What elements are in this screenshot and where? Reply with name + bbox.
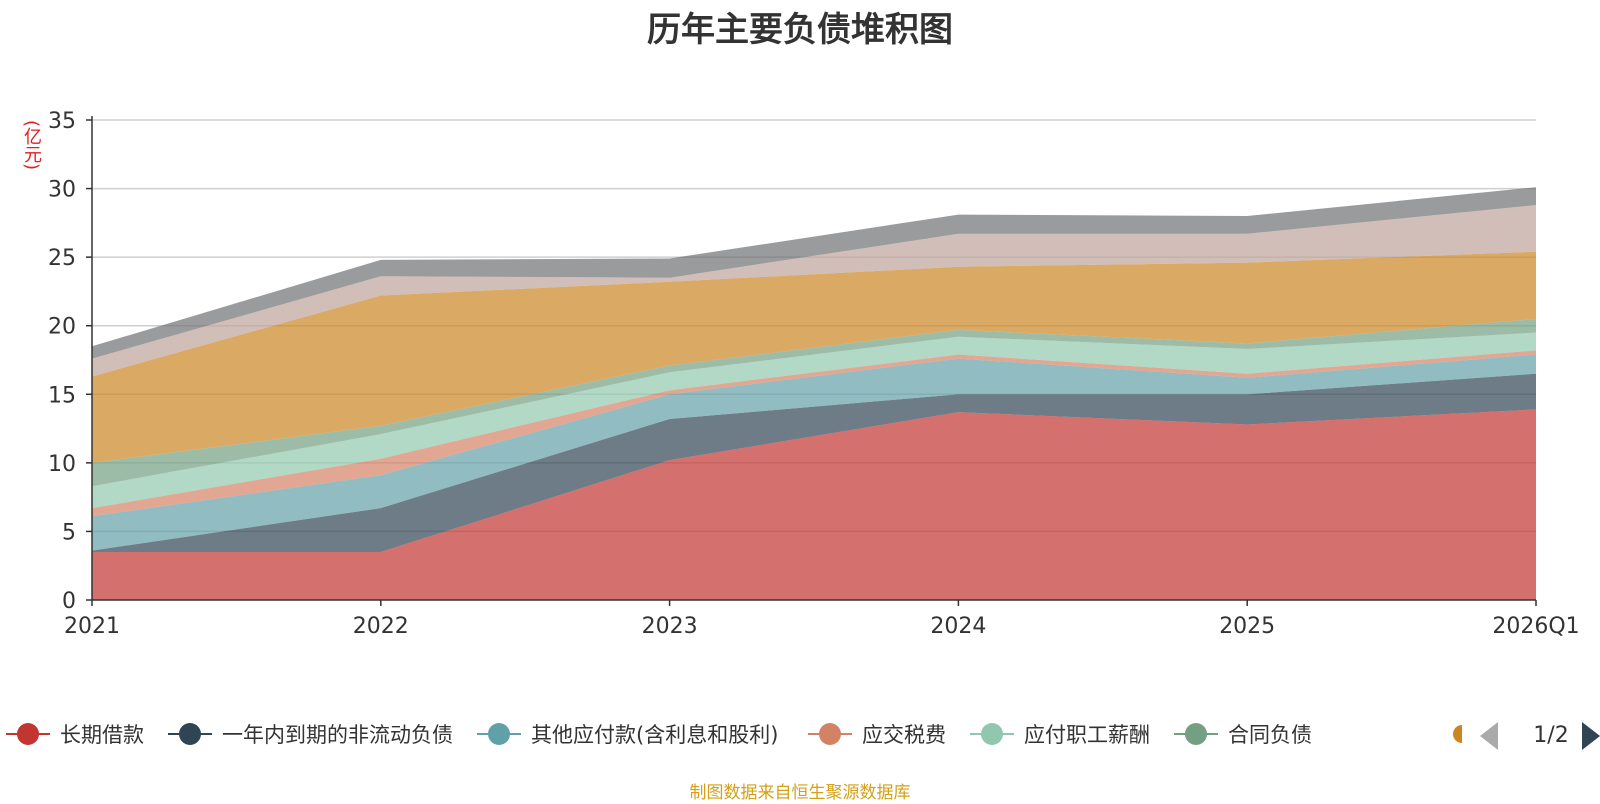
legend-item[interactable]: 长期借款 (60, 723, 144, 747)
area-一年内到期的非流动负债[interactable] (92, 373, 1536, 552)
y-tick-label: 5 (62, 520, 76, 545)
data-source-note: 制图数据来自恒生聚源数据库 (689, 783, 911, 803)
area-其他应付款(含利息和股利)[interactable] (92, 354, 1536, 551)
legend-page-indicator: 1/2 (1533, 723, 1568, 748)
legend-marker[interactable] (488, 723, 510, 745)
y-tick-label: 35 (48, 109, 76, 134)
x-tick-label: 2025 (1219, 614, 1275, 639)
legend-item[interactable]: 一年内到期的非流动负债 (222, 723, 453, 747)
area-其他负债[interactable] (92, 205, 1536, 377)
y-tick-label: 25 (48, 246, 76, 271)
y-tick-label: 0 (62, 589, 76, 614)
legend-item[interactable]: 合同负债 (1228, 723, 1312, 747)
y-tick-label: 20 (48, 315, 76, 340)
legend-next-page-icon[interactable] (1582, 722, 1600, 750)
area-长期借款[interactable] (92, 409, 1536, 600)
y-tick-label: 10 (48, 452, 76, 477)
area-合同负债[interactable] (92, 318, 1536, 487)
x-tick-label: 2021 (64, 614, 120, 639)
legend-marker[interactable] (1185, 723, 1207, 745)
area-应付职工薪酬[interactable] (92, 332, 1536, 509)
chart-title: 历年主要负债堆积图 (647, 10, 953, 50)
area-其他[interactable] (92, 187, 1536, 359)
legend-item[interactable]: 应付职工薪酬 (1024, 723, 1150, 747)
legend-item[interactable]: 应交税费 (862, 723, 946, 747)
legend-marker[interactable] (981, 723, 1003, 745)
y-tick-label: 15 (48, 383, 76, 408)
legend-marker[interactable] (17, 723, 39, 745)
legend-prev-page-icon[interactable] (1480, 722, 1498, 750)
x-tick-label: 2023 (642, 614, 698, 639)
legend-marker[interactable] (179, 723, 201, 745)
x-tick-label: 2026Q1 (1492, 614, 1579, 639)
legend-item[interactable]: 其他应付款(含利息和股利) (531, 723, 778, 747)
area-应付账款[interactable] (92, 251, 1536, 463)
x-tick-label: 2024 (930, 614, 986, 639)
legend-marker[interactable] (819, 723, 841, 745)
y-axis-unit-label: (亿元) (21, 120, 42, 171)
y-tick-label: 30 (48, 178, 76, 203)
x-tick-label: 2022 (353, 614, 409, 639)
